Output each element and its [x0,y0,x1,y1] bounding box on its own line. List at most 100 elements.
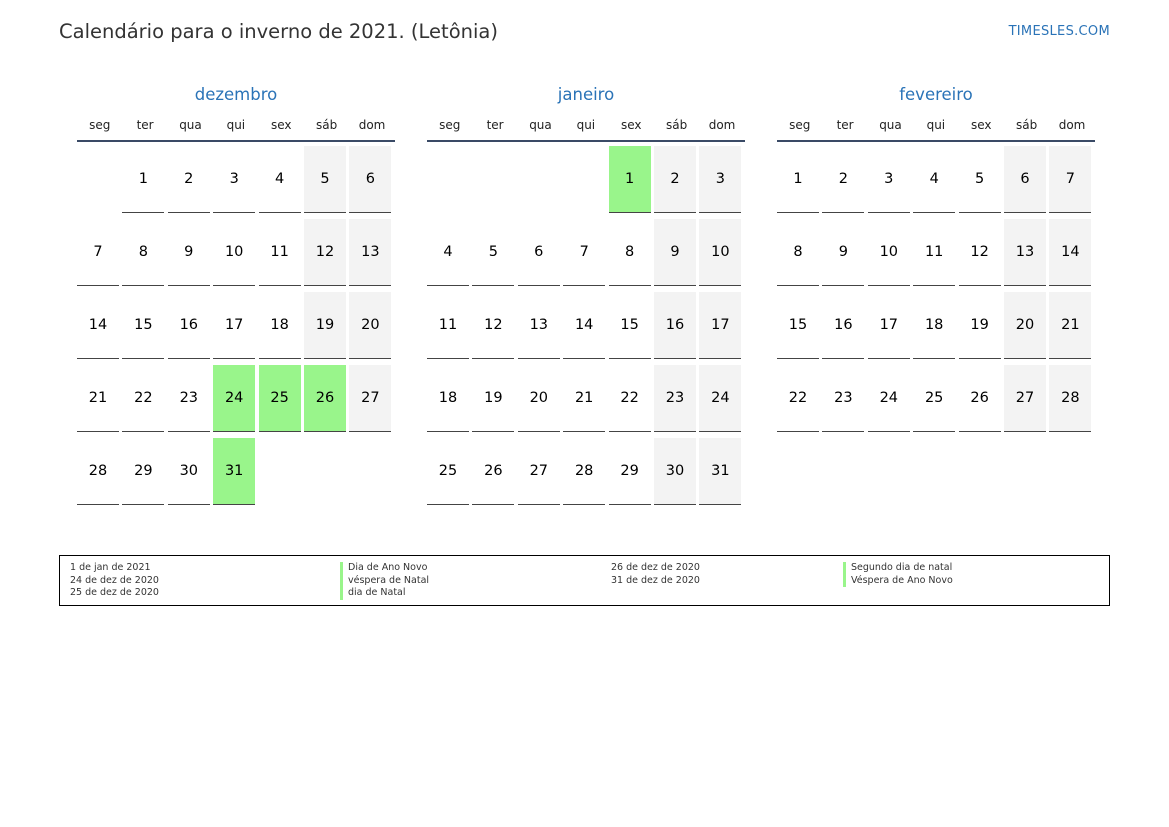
day-cell: 12 [958,219,1001,286]
brand-link[interactable]: TIMESLES.COM [1008,24,1110,39]
day-cell: 28 [1049,365,1092,432]
day-cell: 19 [304,292,346,359]
weekday-label: ter [136,118,154,132]
day-cell: 21 [563,365,606,432]
legend-names-1: Dia de Ano Novo véspera de Natal dia de … [340,562,429,600]
day-cell: 17 [867,292,910,359]
weekday-label: sex [270,118,292,132]
weekday-label: sex [970,118,992,132]
day-cell: 22 [608,365,651,432]
day-cell: 27 [349,365,392,432]
page-title: Calendário para o inverno de 2021. (Letô… [59,20,498,43]
day-cell: 16 [167,292,210,359]
day-cell: 15 [777,292,819,359]
day-cell: 13 [517,292,560,359]
day-cell: 16 [654,292,696,359]
legend-holiday-name: dia de Natal [340,587,429,600]
month-title: fevereiro [899,85,973,104]
day-cell: 2 [654,146,696,213]
legend-holiday-name: véspera de Natal [340,574,429,587]
day-cell: 13 [1004,219,1046,286]
legend-dates-1: 1 de jan de 2021 24 de dez de 2020 25 de… [70,562,159,600]
weekday-label: dom [358,118,386,132]
day-cell: 14 [563,292,606,359]
weekday-label: qui [226,118,246,132]
day-cell: 14 [1049,219,1092,286]
day-cell: 17 [213,292,256,359]
day-cell: 20 [349,292,392,359]
holiday-legend: 1 de jan de 2021 24 de dez de 2020 25 de… [59,555,1110,606]
legend-holiday-name: Véspera de Ano Novo [843,574,953,587]
day-cell: 30 [654,438,696,505]
legend-holiday-name: Segundo dia de natal [843,562,953,575]
day-cell: 19 [472,365,515,432]
legend-names-2: Segundo dia de natal Véspera de Ano Novo [843,562,953,587]
month-title: dezembro [194,85,278,104]
day-cell: 11 [913,219,956,286]
day-cell: 22 [777,365,819,432]
day-cell: 11 [427,292,469,359]
day-cell: 4 [913,146,956,213]
day-cell: 5 [472,219,515,286]
day-cell: 23 [167,365,210,432]
weekday-header: seg ter qua qui sex sáb dom [777,116,1095,142]
weekday-label: qua [879,118,902,132]
weekday-label: sáb [666,118,688,132]
weekday-label: sáb [1016,118,1038,132]
day-cell: 10 [867,219,910,286]
day-cell: 6 [349,146,392,213]
day-cell: 9 [167,219,210,286]
day-cell: 18 [913,292,956,359]
day-cell: 23 [822,365,865,432]
weekday-label: ter [836,118,854,132]
day-cell: 20 [1004,292,1046,359]
day-cell: 19 [958,292,1001,359]
month-fevereiro: fevereiro seg ter qua qui sex sáb dom 1 2 3 4 5 6 7 8 9 1… [777,84,1095,432]
day-cell: 4 [258,146,301,213]
day-cell: 2 [822,146,865,213]
day-cell: 15 [608,292,651,359]
weekday-header: seg ter qua qui sex sáb dom [427,116,745,142]
day-cell: 26 [304,365,346,432]
day-cell: 29 [122,438,165,505]
day-cell: 10 [699,219,742,286]
day-cell: 12 [472,292,515,359]
weekday-label: dom [708,118,736,132]
weekday-label: seg [89,118,111,132]
day-cell: 23 [654,365,696,432]
month-janeiro: janeiro seg ter qua qui sex sáb dom 1 2 3 4 5 6 7 8 9 10 1… [427,84,745,505]
day-cell: 6 [517,219,560,286]
day-cell: 21 [1049,292,1092,359]
weekday-label: seg [439,118,461,132]
day-cell: 1 [777,146,819,213]
day-cell: 14 [77,292,119,359]
day-cell: 28 [563,438,606,505]
day-cell: 4 [427,219,469,286]
day-cell: 2 [167,146,210,213]
weekday-label: seg [789,118,811,132]
day-cell: 31 [699,438,742,505]
weekday-label: qua [529,118,552,132]
day-cell: 24 [213,365,256,432]
day-cell: 9 [822,219,865,286]
day-cell: 30 [167,438,210,505]
weekday-label: sáb [316,118,338,132]
legend-date: 31 de dez de 2020 [611,574,700,586]
day-cell: 25 [258,365,301,432]
day-cell: 20 [517,365,560,432]
day-cell: 7 [77,219,119,286]
day-cell: 12 [304,219,346,286]
day-cell: 1 [608,146,651,213]
day-cell: 5 [304,146,346,213]
day-cell: 27 [517,438,560,505]
day-cell: 7 [563,219,606,286]
day-cell: 22 [122,365,165,432]
day-cell: 26 [472,438,515,505]
day-cell: 8 [777,219,819,286]
legend-date: 25 de dez de 2020 [70,587,159,598]
day-cell: 16 [822,292,865,359]
day-cell: 24 [699,365,742,432]
day-cell: 24 [867,365,910,432]
day-cell: 8 [608,219,651,286]
day-cell: 18 [427,365,469,432]
